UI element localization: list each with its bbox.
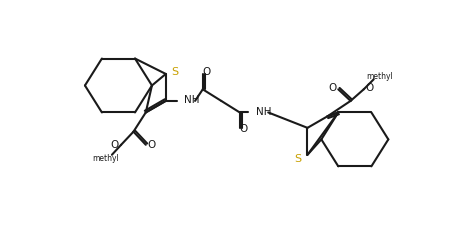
Text: S: S: [294, 154, 301, 164]
Text: methyl: methyl: [92, 154, 119, 163]
Text: O: O: [148, 140, 156, 150]
Text: methyl: methyl: [367, 72, 393, 81]
Text: NH: NH: [184, 95, 200, 105]
Text: O: O: [328, 83, 336, 93]
Text: O: O: [111, 140, 119, 150]
Text: S: S: [171, 67, 178, 77]
Text: O: O: [366, 83, 374, 93]
Text: NH: NH: [256, 107, 271, 117]
Text: O: O: [240, 124, 248, 134]
Text: O: O: [203, 67, 211, 77]
